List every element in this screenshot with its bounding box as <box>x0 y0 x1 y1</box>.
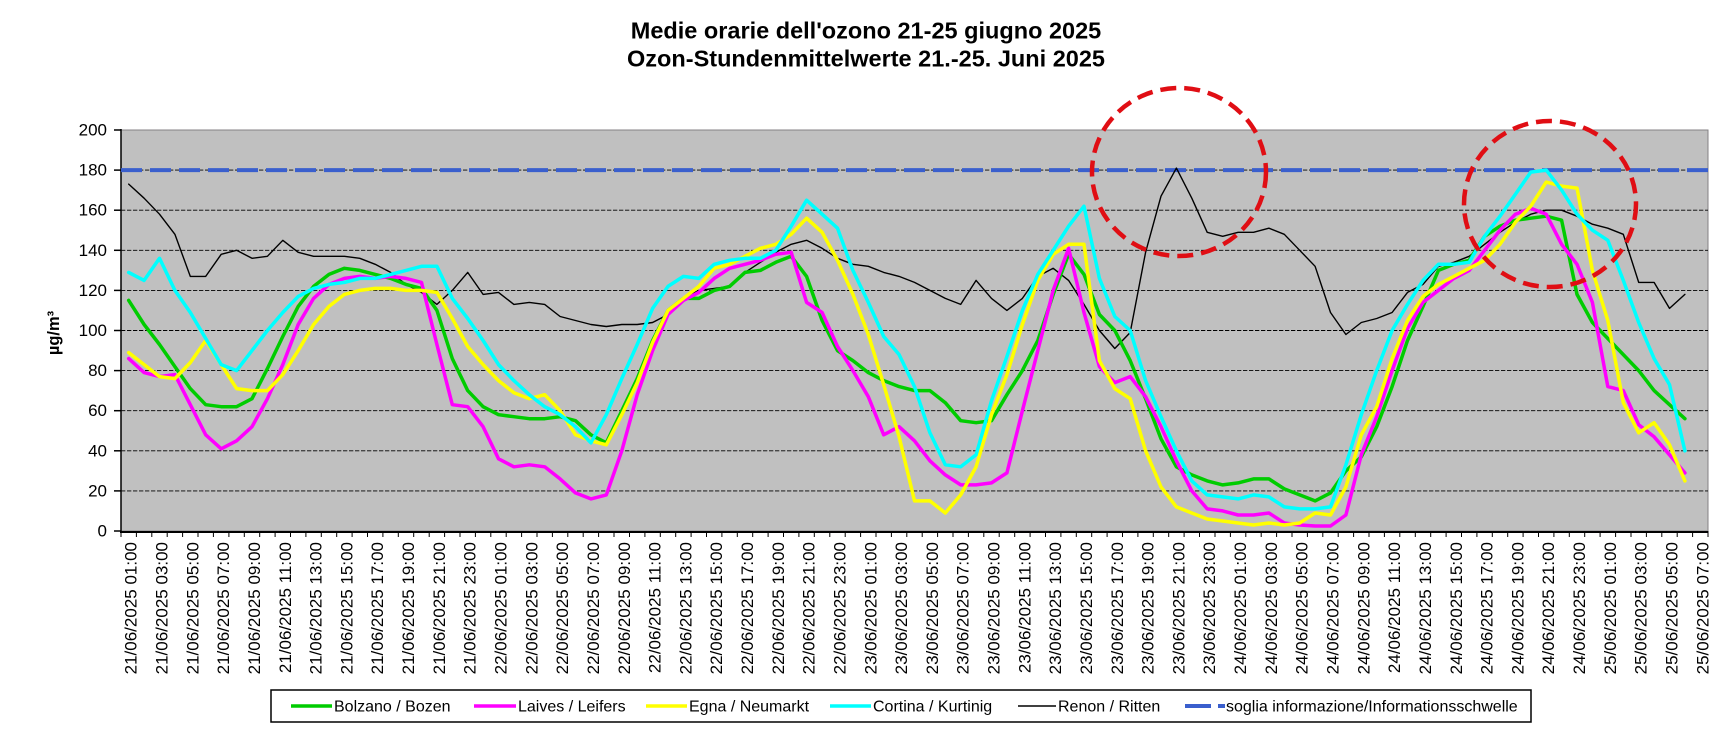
svg-text:24/06/2025 03:00: 24/06/2025 03:00 <box>1262 542 1281 674</box>
svg-text:22/06/2025 15:00: 22/06/2025 15:00 <box>707 542 726 674</box>
svg-text:24/06/2025 09:00: 24/06/2025 09:00 <box>1354 542 1373 674</box>
svg-text:23/06/2025 13:00: 23/06/2025 13:00 <box>1046 542 1065 674</box>
svg-text:23/06/2025 17:00: 23/06/2025 17:00 <box>1108 542 1127 674</box>
svg-text:22/06/2025 23:00: 22/06/2025 23:00 <box>831 542 850 674</box>
svg-text:22/06/2025 11:00: 22/06/2025 11:00 <box>646 542 665 673</box>
svg-text:22/06/2025 13:00: 22/06/2025 13:00 <box>676 542 695 674</box>
svg-text:20: 20 <box>88 481 107 500</box>
svg-text:22/06/2025 09:00: 22/06/2025 09:00 <box>615 542 634 674</box>
svg-text:23/06/2025 23:00: 23/06/2025 23:00 <box>1200 542 1219 674</box>
svg-text:21/06/2025 17:00: 21/06/2025 17:00 <box>368 542 387 674</box>
svg-text:200: 200 <box>79 121 107 140</box>
svg-text:23/06/2025 11:00: 23/06/2025 11:00 <box>1015 542 1034 673</box>
svg-text:21/06/2025 13:00: 21/06/2025 13:00 <box>307 542 326 674</box>
svg-text:80: 80 <box>88 361 107 380</box>
svg-text:Laives / Leifers: Laives / Leifers <box>518 699 626 716</box>
svg-text:21/06/2025 15:00: 21/06/2025 15:00 <box>337 542 356 674</box>
svg-text:21/06/2025 05:00: 21/06/2025 05:00 <box>183 542 202 674</box>
svg-text:23/06/2025 09:00: 23/06/2025 09:00 <box>985 542 1004 674</box>
svg-text:22/06/2025 05:00: 22/06/2025 05:00 <box>553 542 572 674</box>
svg-text:25/06/2025 07:00: 25/06/2025 07:00 <box>1693 542 1712 674</box>
svg-text:24/06/2025 11:00: 24/06/2025 11:00 <box>1385 542 1404 673</box>
svg-text:180: 180 <box>79 161 107 180</box>
svg-text:21/06/2025 07:00: 21/06/2025 07:00 <box>214 542 233 674</box>
svg-text:21/06/2025 11:00: 21/06/2025 11:00 <box>276 542 295 673</box>
svg-text:Egna / Neumarkt: Egna / Neumarkt <box>689 699 810 716</box>
svg-text:23/06/2025 19:00: 23/06/2025 19:00 <box>1139 542 1158 674</box>
svg-text:23/06/2025 03:00: 23/06/2025 03:00 <box>892 542 911 674</box>
svg-text:23/06/2025 01:00: 23/06/2025 01:00 <box>861 542 880 674</box>
svg-text:160: 160 <box>79 201 107 220</box>
svg-text:21/06/2025 09:00: 21/06/2025 09:00 <box>245 542 264 674</box>
svg-text:21/06/2025 19:00: 21/06/2025 19:00 <box>399 542 418 674</box>
svg-text:21/06/2025 23:00: 21/06/2025 23:00 <box>461 542 480 674</box>
svg-text:22/06/2025 03:00: 22/06/2025 03:00 <box>522 542 541 674</box>
svg-text:25/06/2025 05:00: 25/06/2025 05:00 <box>1663 542 1682 674</box>
svg-text:23/06/2025 05:00: 23/06/2025 05:00 <box>923 542 942 674</box>
svg-text:23/06/2025 21:00: 23/06/2025 21:00 <box>1169 542 1188 674</box>
svg-text:24/06/2025 07:00: 24/06/2025 07:00 <box>1324 542 1343 674</box>
svg-text:24/06/2025 17:00: 24/06/2025 17:00 <box>1478 542 1497 674</box>
svg-text:40: 40 <box>88 441 107 460</box>
svg-text:100: 100 <box>79 321 107 340</box>
svg-text:Bolzano / Bozen: Bolzano / Bozen <box>334 699 451 716</box>
svg-text:140: 140 <box>79 241 107 260</box>
svg-text:Ozon-Stundenmittelwerte 21.-25: Ozon-Stundenmittelwerte 21.-25. Juni 202… <box>627 46 1105 72</box>
svg-text:24/06/2025 21:00: 24/06/2025 21:00 <box>1539 542 1558 674</box>
svg-text:24/06/2025 15:00: 24/06/2025 15:00 <box>1447 542 1466 674</box>
svg-text:µg/m³: µg/m³ <box>45 310 63 355</box>
svg-text:23/06/2025 07:00: 23/06/2025 07:00 <box>954 542 973 674</box>
svg-text:22/06/2025 17:00: 22/06/2025 17:00 <box>738 542 757 674</box>
svg-text:21/06/2025 03:00: 21/06/2025 03:00 <box>153 542 172 674</box>
svg-text:25/06/2025 03:00: 25/06/2025 03:00 <box>1632 542 1651 674</box>
svg-text:25/06/2025 01:00: 25/06/2025 01:00 <box>1601 542 1620 674</box>
svg-text:22/06/2025 01:00: 22/06/2025 01:00 <box>492 542 511 674</box>
svg-text:24/06/2025 01:00: 24/06/2025 01:00 <box>1231 542 1250 674</box>
svg-text:24/06/2025 19:00: 24/06/2025 19:00 <box>1508 542 1527 674</box>
svg-text:Medie orarie dell'ozono 21-25: Medie orarie dell'ozono 21-25 giugno 202… <box>631 18 1101 44</box>
svg-text:21/06/2025 01:00: 21/06/2025 01:00 <box>122 542 141 674</box>
svg-text:21/06/2025 21:00: 21/06/2025 21:00 <box>430 542 449 674</box>
svg-text:24/06/2025 23:00: 24/06/2025 23:00 <box>1570 542 1589 674</box>
svg-text:23/06/2025 15:00: 23/06/2025 15:00 <box>1077 542 1096 674</box>
svg-text:0: 0 <box>98 522 107 541</box>
svg-text:24/06/2025 05:00: 24/06/2025 05:00 <box>1293 542 1312 674</box>
svg-text:22/06/2025 19:00: 22/06/2025 19:00 <box>769 542 788 674</box>
svg-text:soglia informazione/Informatio: soglia informazione/Informationsschwelle <box>1226 699 1518 716</box>
svg-text:60: 60 <box>88 401 107 420</box>
svg-text:24/06/2025 13:00: 24/06/2025 13:00 <box>1416 542 1435 674</box>
svg-text:Renon / Ritten: Renon / Ritten <box>1058 699 1160 716</box>
svg-text:22/06/2025 21:00: 22/06/2025 21:00 <box>800 542 819 674</box>
svg-text:Cortina / Kurtinig: Cortina / Kurtinig <box>873 699 992 716</box>
svg-text:22/06/2025 07:00: 22/06/2025 07:00 <box>584 542 603 674</box>
svg-text:120: 120 <box>79 281 107 300</box>
